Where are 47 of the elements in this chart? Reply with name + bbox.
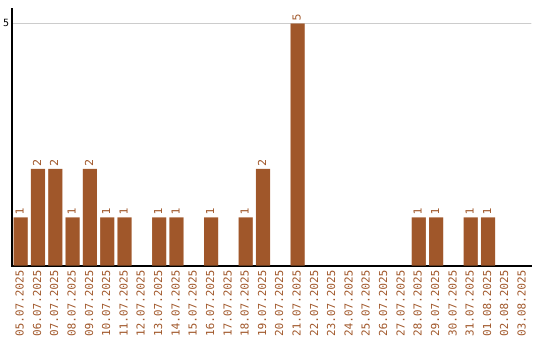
x-tick-label: 01.08.2025 <box>480 270 494 336</box>
data-label: 2 <box>30 158 44 166</box>
x-tick-label: 13.07.2025 <box>152 270 166 336</box>
data-label: 1 <box>100 207 114 214</box>
data-label: 1 <box>464 207 477 214</box>
data-label: 1 <box>152 207 166 214</box>
data-label: 1 <box>238 207 252 214</box>
x-tick-label: 15.07.2025 <box>186 270 200 336</box>
x-tick-label: 02.08.2025 <box>498 270 512 336</box>
x-tick-label: 14.07.2025 <box>169 270 182 336</box>
x-tick-label: 23.07.2025 <box>325 270 338 336</box>
x-tick-label: 24.07.2025 <box>342 270 356 336</box>
data-label: 5 <box>290 14 304 21</box>
x-tick-label: 16.07.2025 <box>204 270 217 336</box>
data-label: 2 <box>48 158 62 166</box>
data-label: 1 <box>428 207 442 214</box>
x-tick-label: 27.07.2025 <box>394 270 408 336</box>
data-label: 1 <box>412 207 425 214</box>
data-label: 1 <box>117 207 130 214</box>
x-tick-label: 20.07.2025 <box>273 270 286 336</box>
x-tick-label: 03.08.2025 <box>516 270 529 336</box>
data-label: 2 <box>256 158 269 166</box>
x-tick-label: 07.07.2025 <box>48 270 62 336</box>
x-tick-label: 19.07.2025 <box>256 270 269 336</box>
x-tick-label: 17.07.2025 <box>221 270 234 336</box>
data-label: 1 <box>169 207 182 214</box>
x-tick-label: 25.07.2025 <box>360 270 373 336</box>
x-tick-label: 29.07.2025 <box>428 270 442 336</box>
x-tick-label: 21.07.2025 <box>290 270 304 336</box>
x-tick-label: 09.07.2025 <box>82 270 96 336</box>
x-tick-label: 22.07.2025 <box>308 270 321 336</box>
x-tick-label: 05.07.2025 <box>14 270 27 336</box>
x-tick-label: 30.07.2025 <box>446 270 460 336</box>
x-tick-label: 12.07.2025 <box>134 270 148 336</box>
x-tick-label: 26.07.2025 <box>377 270 390 336</box>
data-label: 1 <box>65 207 78 214</box>
data-label: 1 <box>480 207 494 214</box>
data-label: 2 <box>82 158 96 166</box>
x-tick-label: 06.07.2025 <box>30 270 44 336</box>
data-label: 1 <box>204 207 217 214</box>
x-tick-label: 31.07.2025 <box>464 270 477 336</box>
x-tick-label: 18.07.2025 <box>238 270 252 336</box>
x-tick-label: 11.07.2025 <box>117 270 130 336</box>
x-tick-label: 08.07.2025 <box>65 270 78 336</box>
x-tick-label: 28.07.2025 <box>412 270 425 336</box>
data-label: 1 <box>14 207 27 214</box>
x-tick-label: 10.07.2025 <box>100 270 114 336</box>
